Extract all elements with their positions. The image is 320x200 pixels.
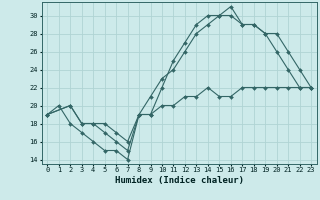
X-axis label: Humidex (Indice chaleur): Humidex (Indice chaleur) (115, 176, 244, 185)
